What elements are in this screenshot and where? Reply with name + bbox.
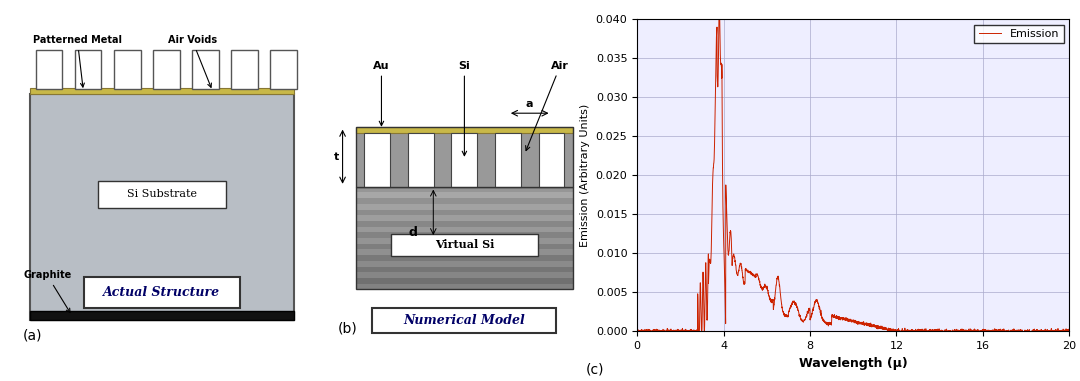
Bar — [355, 187, 573, 289]
Text: Patterned Metal: Patterned Metal — [32, 35, 122, 87]
Bar — [355, 272, 573, 278]
Emission — [1063, 328, 1076, 333]
Bar — [30, 88, 294, 94]
Text: (c): (c) — [585, 363, 604, 377]
Emission — [713, 4, 726, 9]
Bar — [355, 221, 573, 227]
Bar — [355, 250, 573, 255]
Bar — [355, 267, 573, 272]
Emission — [705, 195, 718, 200]
Text: Virtual Si: Virtual Si — [435, 239, 494, 250]
Bar — [355, 238, 573, 244]
Text: d: d — [408, 226, 417, 239]
Bar — [364, 133, 390, 187]
Bar — [355, 232, 573, 238]
FancyBboxPatch shape — [391, 234, 538, 256]
FancyBboxPatch shape — [84, 277, 240, 308]
Bar — [355, 215, 573, 221]
Emission — [1008, 328, 1021, 333]
Bar — [539, 133, 565, 187]
Bar — [355, 187, 573, 192]
Bar — [408, 133, 434, 187]
Text: t: t — [334, 152, 339, 162]
Bar — [270, 50, 297, 89]
Bar — [355, 278, 573, 283]
Bar — [75, 50, 102, 89]
Text: (a): (a) — [23, 328, 42, 343]
Bar — [113, 50, 140, 89]
FancyBboxPatch shape — [373, 308, 556, 333]
Bar — [355, 283, 573, 289]
Bar — [355, 244, 573, 250]
Emission — [680, 329, 693, 334]
Emission — [1054, 329, 1067, 334]
Text: Si Substrate: Si Substrate — [127, 189, 197, 199]
Bar — [355, 198, 573, 204]
Bar — [355, 192, 573, 198]
Text: Au: Au — [374, 61, 390, 126]
Text: Air Voids: Air Voids — [167, 35, 217, 87]
Bar — [231, 50, 258, 89]
Bar — [355, 210, 573, 215]
Emission — [815, 315, 828, 320]
Text: a: a — [526, 99, 534, 109]
Bar — [36, 50, 63, 89]
Emission — [631, 329, 644, 333]
Line: Emission: Emission — [637, 6, 1069, 331]
Bar — [495, 133, 521, 187]
Bar — [192, 50, 218, 89]
Bar — [153, 50, 179, 89]
Bar — [355, 127, 573, 187]
Bar — [30, 311, 294, 320]
Emission — [797, 319, 810, 323]
Bar — [355, 127, 573, 133]
Text: Graphite: Graphite — [23, 270, 71, 312]
Text: Air: Air — [526, 61, 569, 150]
Bar — [355, 133, 573, 187]
FancyBboxPatch shape — [98, 181, 226, 208]
Bar — [355, 255, 573, 261]
X-axis label: Wavelength (μ): Wavelength (μ) — [799, 357, 907, 370]
Bar — [355, 204, 573, 210]
Bar — [355, 261, 573, 267]
Bar — [451, 133, 477, 187]
Y-axis label: Emission (Arbitrary Units): Emission (Arbitrary Units) — [580, 104, 590, 247]
Bar — [30, 94, 294, 320]
Text: (b): (b) — [337, 321, 357, 335]
Text: Si: Si — [459, 61, 470, 156]
Emission — [631, 329, 644, 334]
Legend: Emission: Emission — [974, 25, 1064, 43]
Bar — [355, 227, 573, 232]
Text: Numerical Model: Numerical Model — [404, 314, 525, 327]
Text: Actual Structure: Actual Structure — [104, 286, 220, 299]
